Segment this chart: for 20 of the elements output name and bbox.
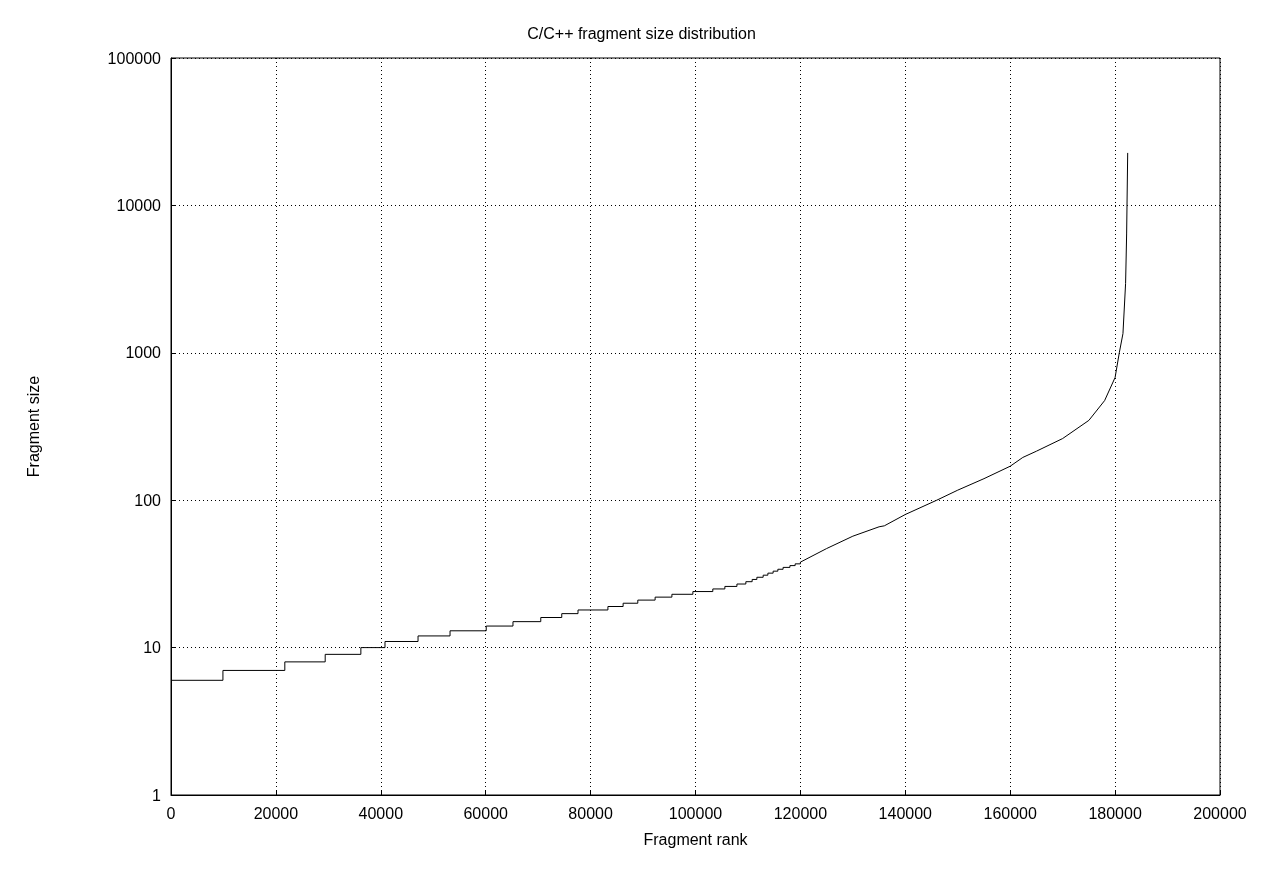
y-tick-label: 100000 — [107, 49, 162, 67]
y-tick-label: 10 — [143, 639, 162, 657]
chart-title: C/C++ fragment size distribution — [527, 24, 756, 42]
x-tick-label: 180000 — [1088, 804, 1142, 822]
y-axis-title: Fragment size — [24, 375, 42, 478]
x-tick-label: 0 — [166, 804, 176, 822]
y-tick-label: 1000 — [125, 344, 162, 362]
x-tick-label: 80000 — [568, 804, 613, 822]
y-tick-label: 10000 — [116, 196, 162, 214]
x-tick-label: 40000 — [358, 804, 404, 822]
x-axis-title: Fragment rank — [643, 830, 749, 848]
x-tick-label: 20000 — [253, 804, 299, 822]
x-tick-label: 160000 — [983, 804, 1037, 822]
y-tick-label: 100 — [134, 491, 162, 509]
x-tick-label: 60000 — [463, 804, 509, 822]
x-tick-label: 120000 — [773, 804, 828, 822]
x-tick-label: 140000 — [878, 804, 933, 822]
x-tick-label: 100000 — [668, 804, 723, 822]
y-tick-label: 1 — [152, 786, 162, 804]
x-tick-label: 200000 — [1193, 804, 1247, 822]
